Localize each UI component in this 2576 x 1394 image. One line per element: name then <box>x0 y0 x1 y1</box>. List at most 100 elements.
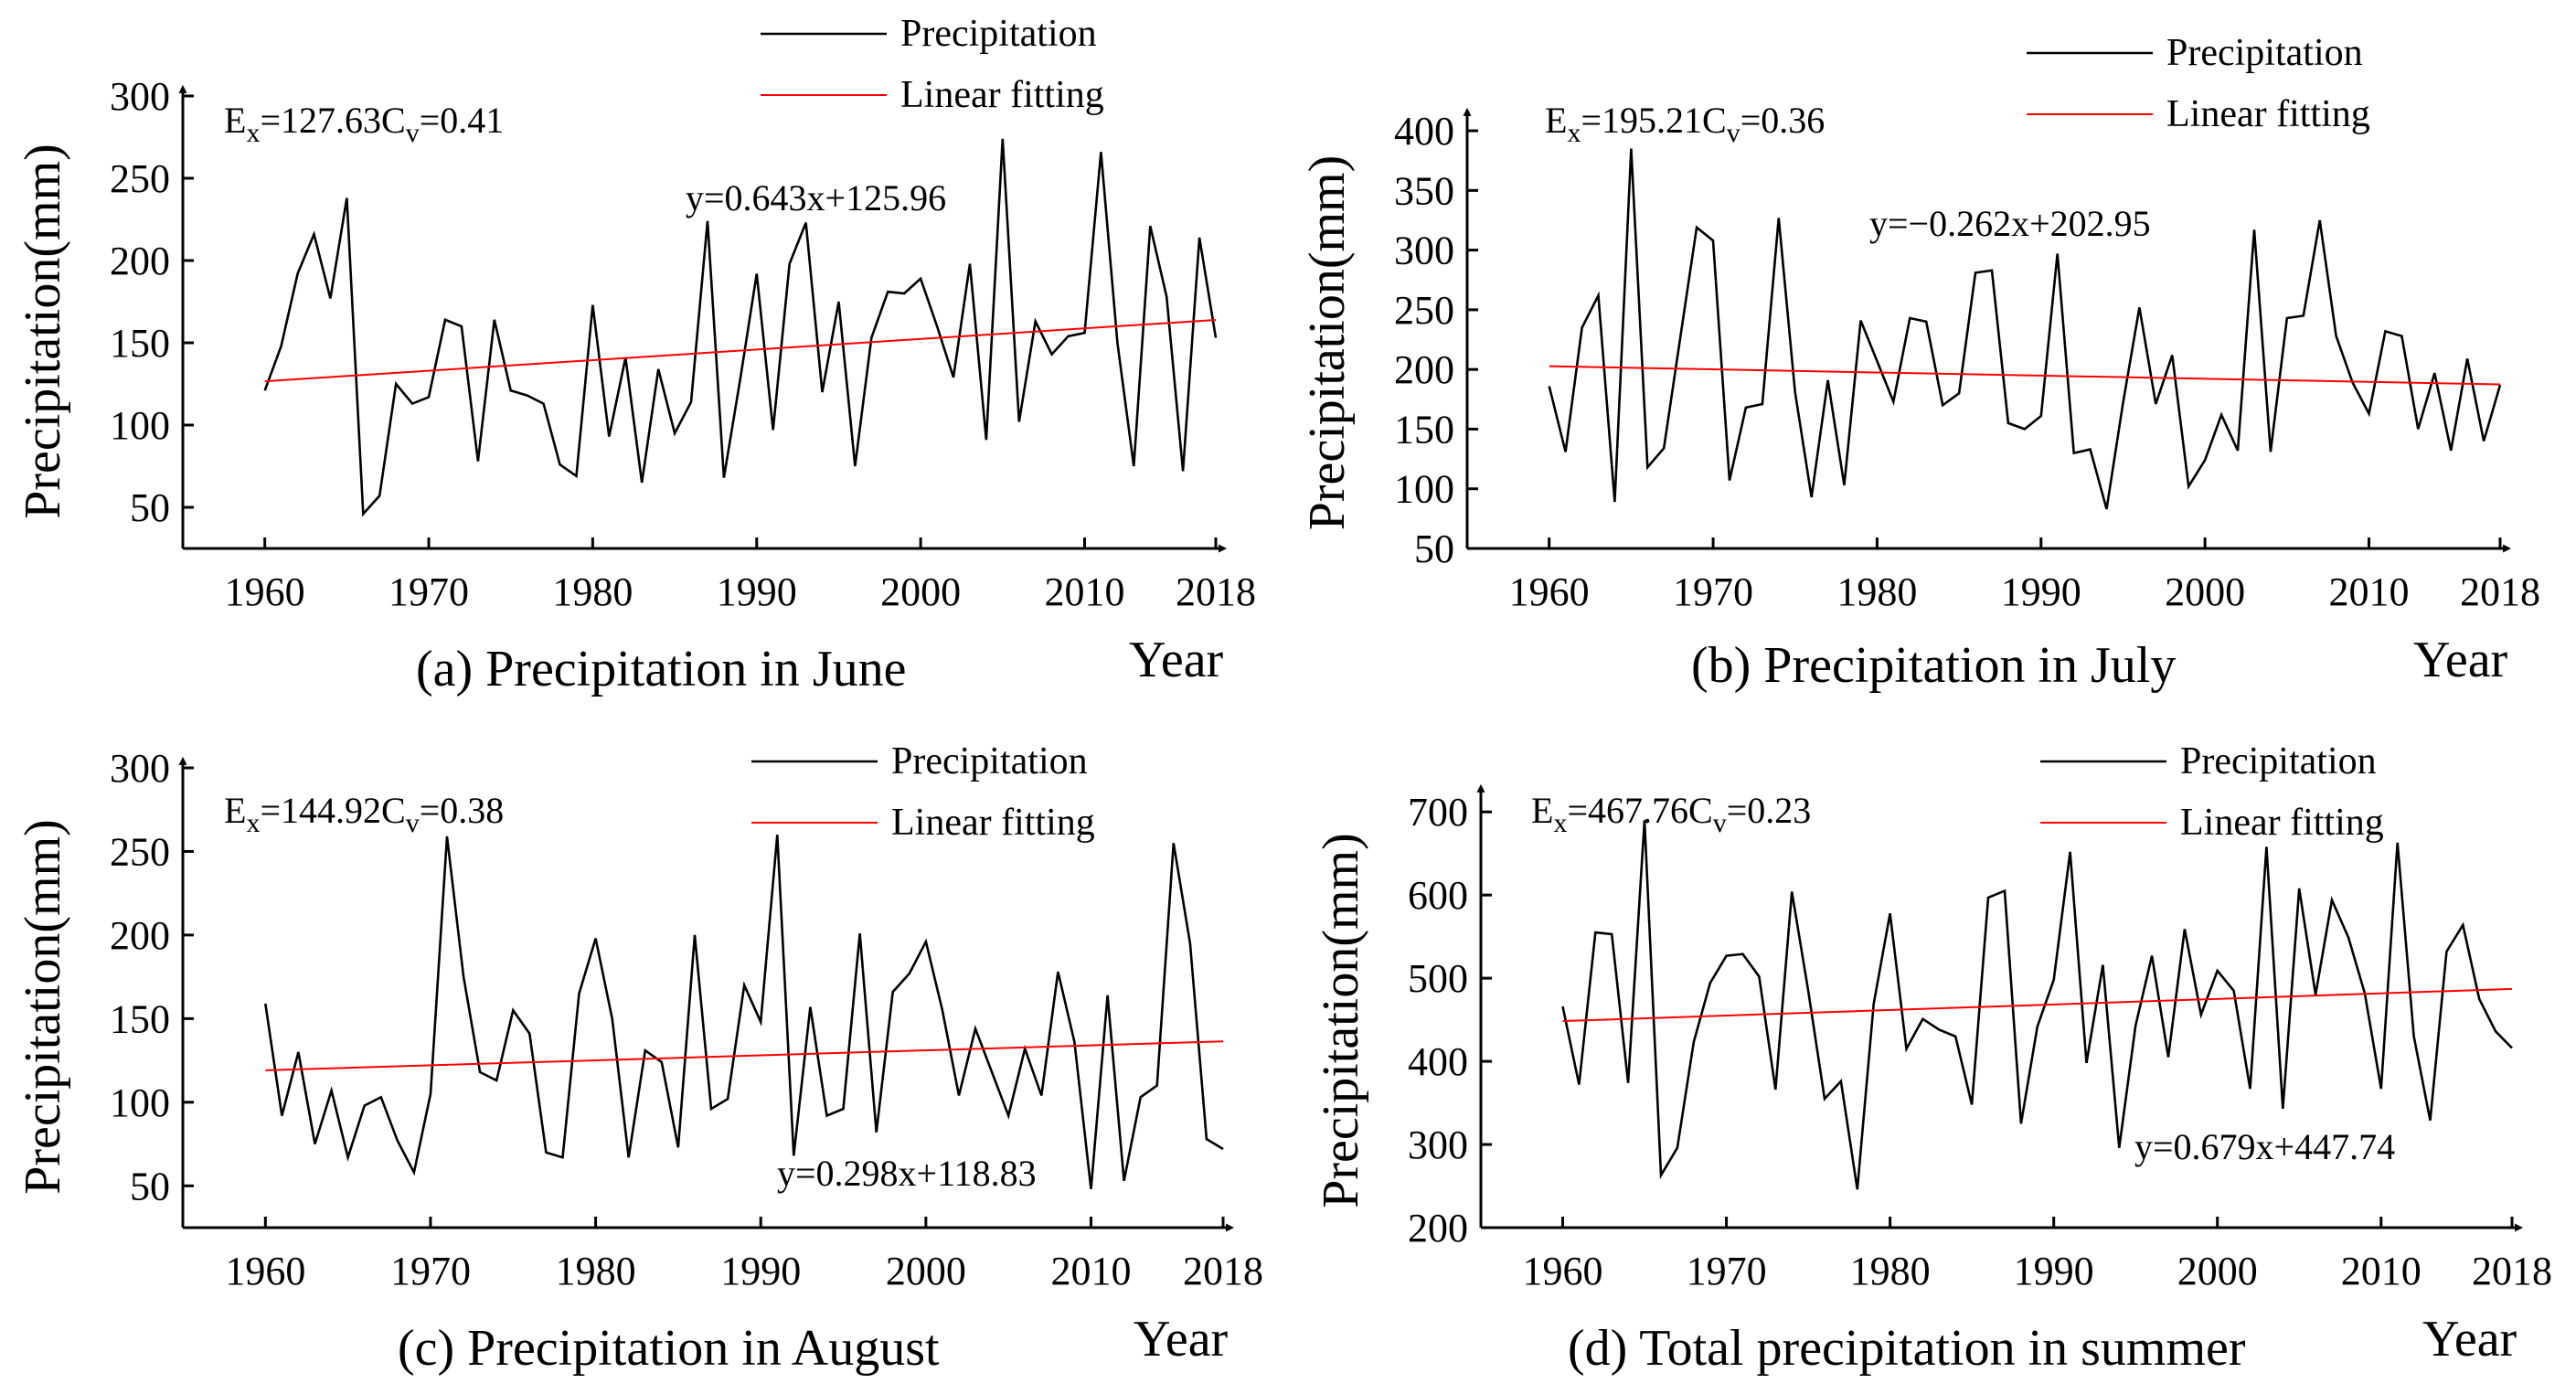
stats-ex-sub: x <box>1567 118 1581 148</box>
precipitation-series-line <box>1548 148 2502 510</box>
precipitation-series-line <box>263 138 1218 517</box>
y-tick-label: 700 <box>1408 790 1468 835</box>
panel-caption: (a) Precipitation in June <box>416 641 907 697</box>
regression-equation: y=−0.262x+202.95 <box>1869 203 2151 244</box>
x-tick-label: 2018 <box>1176 569 1256 614</box>
y-tick-label: 150 <box>110 321 170 366</box>
stats-ex-sub: x <box>246 118 260 148</box>
y-tick-label: 50 <box>130 1164 170 1208</box>
y-tick-label: 200 <box>110 913 170 958</box>
x-tick-label: 1980 <box>552 569 633 614</box>
x-tick-label: 2010 <box>2329 569 2410 614</box>
legend: Precipitation Linear fitting <box>761 13 1104 116</box>
chart-panel-d: 200 300 400 500 600 700 1960 1970 1980 1990 2000 20… <box>1313 740 2552 1377</box>
x-tick-label: 1960 <box>225 1249 305 1293</box>
y-tick-label: 600 <box>1408 873 1468 918</box>
x-tick-label: 2018 <box>1183 1249 1263 1293</box>
y-tick-label: 300 <box>110 746 170 791</box>
regression-equation: y=0.679x+447.74 <box>2134 1126 2395 1167</box>
x-tick-label: 1970 <box>389 569 469 614</box>
stats-ex-label: E <box>1545 100 1567 141</box>
x-tick-label: 1960 <box>1523 1249 1603 1293</box>
y-axis-title: Precipitation(mm) <box>1313 833 1369 1208</box>
x-tick-label: 1970 <box>1673 569 1753 614</box>
stats-cv-label: C <box>1688 790 1713 831</box>
stats-annotation: Ex=144.92Cv=0.38 <box>224 790 504 838</box>
x-tick-label: 1990 <box>720 1249 801 1293</box>
y-tick-label: 500 <box>1408 956 1468 1001</box>
x-tick-label: 1970 <box>390 1249 471 1293</box>
legend: Precipitation Linear fitting <box>2027 32 2370 135</box>
stats-cv-label: C <box>381 100 406 141</box>
legend-precipitation-label: Precipitation <box>2180 740 2377 782</box>
y-tick-label: 100 <box>110 1080 170 1125</box>
y-tick-label: 400 <box>1394 109 1454 154</box>
chart-panel-c: 50 100 150 200 250 300 1960 1970 1980 1990 2000 201… <box>15 740 1263 1377</box>
panel-caption: (c) Precipitation in August <box>398 1320 940 1377</box>
x-tick-label: 1990 <box>2001 569 2081 614</box>
legend-fit-label: Linear fitting <box>2166 93 2370 135</box>
y-tick-label: 150 <box>110 996 170 1041</box>
linear-fit-line <box>1562 987 2513 1023</box>
y-tick-label: 50 <box>1414 527 1454 571</box>
y-tick-label: 200 <box>110 239 170 283</box>
x-axis-title: Year <box>2422 1311 2517 1367</box>
stats-ex-label: E <box>224 100 246 141</box>
legend-precipitation-label: Precipitation <box>2166 32 2363 74</box>
stats-ex-value: =127.63 <box>260 100 381 141</box>
stats-cv-label: C <box>1702 100 1727 141</box>
stats-annotation: Ex=195.21Cv=0.36 <box>1545 100 1825 148</box>
chart-panel-b: 50 100 150 200 250 300 350 400 1960 1970 1980 1990 2… <box>1299 32 2540 694</box>
y-axis-title: Precipitation(mm) <box>1299 155 1356 531</box>
stats-cv-sub: v <box>406 118 420 148</box>
x-tick-label: 2010 <box>2341 1249 2422 1293</box>
stats-cv-value: =0.36 <box>1740 100 1826 141</box>
x-tick-label: 2000 <box>880 569 961 614</box>
stats-ex-label: E <box>1531 790 1553 831</box>
x-axis-title: Year <box>1129 632 1224 688</box>
regression-equation: y=0.643x+125.96 <box>686 177 946 218</box>
x-tick-label: 2018 <box>2472 1249 2552 1293</box>
legend-fit-label: Linear fitting <box>900 74 1104 116</box>
x-tick-label: 1980 <box>1850 1249 1931 1293</box>
y-axis-title: Precipitation(mm) <box>15 144 71 519</box>
precipitation-series-line <box>1561 820 2513 1190</box>
x-tick-label: 1960 <box>225 569 305 614</box>
panel-caption: (d) Total precipitation in summer <box>1568 1320 2246 1377</box>
x-tick-label: 1960 <box>1509 569 1590 614</box>
y-tick-label: 200 <box>1394 347 1454 392</box>
x-tick-label: 2000 <box>2165 569 2245 614</box>
stats-cv-sub: v <box>1713 808 1727 838</box>
legend: Precipitation Linear fitting <box>2040 740 2384 844</box>
y-tick-label: 250 <box>110 829 170 874</box>
stats-cv-value: =0.38 <box>420 790 505 831</box>
x-tick-label: 1980 <box>1836 569 1917 614</box>
x-tick-label: 1990 <box>2014 1249 2094 1293</box>
x-tick-label: 1970 <box>1687 1249 1767 1293</box>
x-axis-title: Year <box>1134 1311 1229 1367</box>
stats-ex-value: =467.76 <box>1567 790 1688 831</box>
stats-cv-sub: v <box>406 808 420 838</box>
stats-annotation: Ex=127.63Cv=0.41 <box>224 100 504 148</box>
y-tick-label: 100 <box>110 403 170 448</box>
legend-precipitation-label: Precipitation <box>900 13 1097 55</box>
chart-panel-a: 50 100 150 200 250 300 1960 1970 1980 1990 2000 201… <box>15 13 1256 697</box>
stats-ex-label: E <box>224 790 246 831</box>
y-tick-label: 400 <box>1408 1039 1468 1084</box>
precipitation-series-line <box>264 835 1224 1190</box>
y-tick-label: 50 <box>130 485 170 530</box>
linear-fit-line <box>265 1040 1224 1071</box>
x-axis-title: Year <box>2413 632 2508 688</box>
stats-ex-value: =144.92 <box>260 790 381 831</box>
stats-cv-sub: v <box>1727 118 1740 148</box>
x-tick-label: 2010 <box>1050 1249 1131 1293</box>
y-tick-label: 350 <box>1394 168 1454 213</box>
y-tick-label: 100 <box>1394 467 1454 512</box>
stats-cv-label: C <box>381 790 406 831</box>
x-tick-label: 1990 <box>717 569 797 614</box>
y-axis-title: Precipitation(mm) <box>15 819 71 1195</box>
y-tick-label: 200 <box>1408 1206 1468 1250</box>
x-tick-label: 2000 <box>886 1249 966 1293</box>
y-tick-label: 250 <box>1394 288 1454 333</box>
